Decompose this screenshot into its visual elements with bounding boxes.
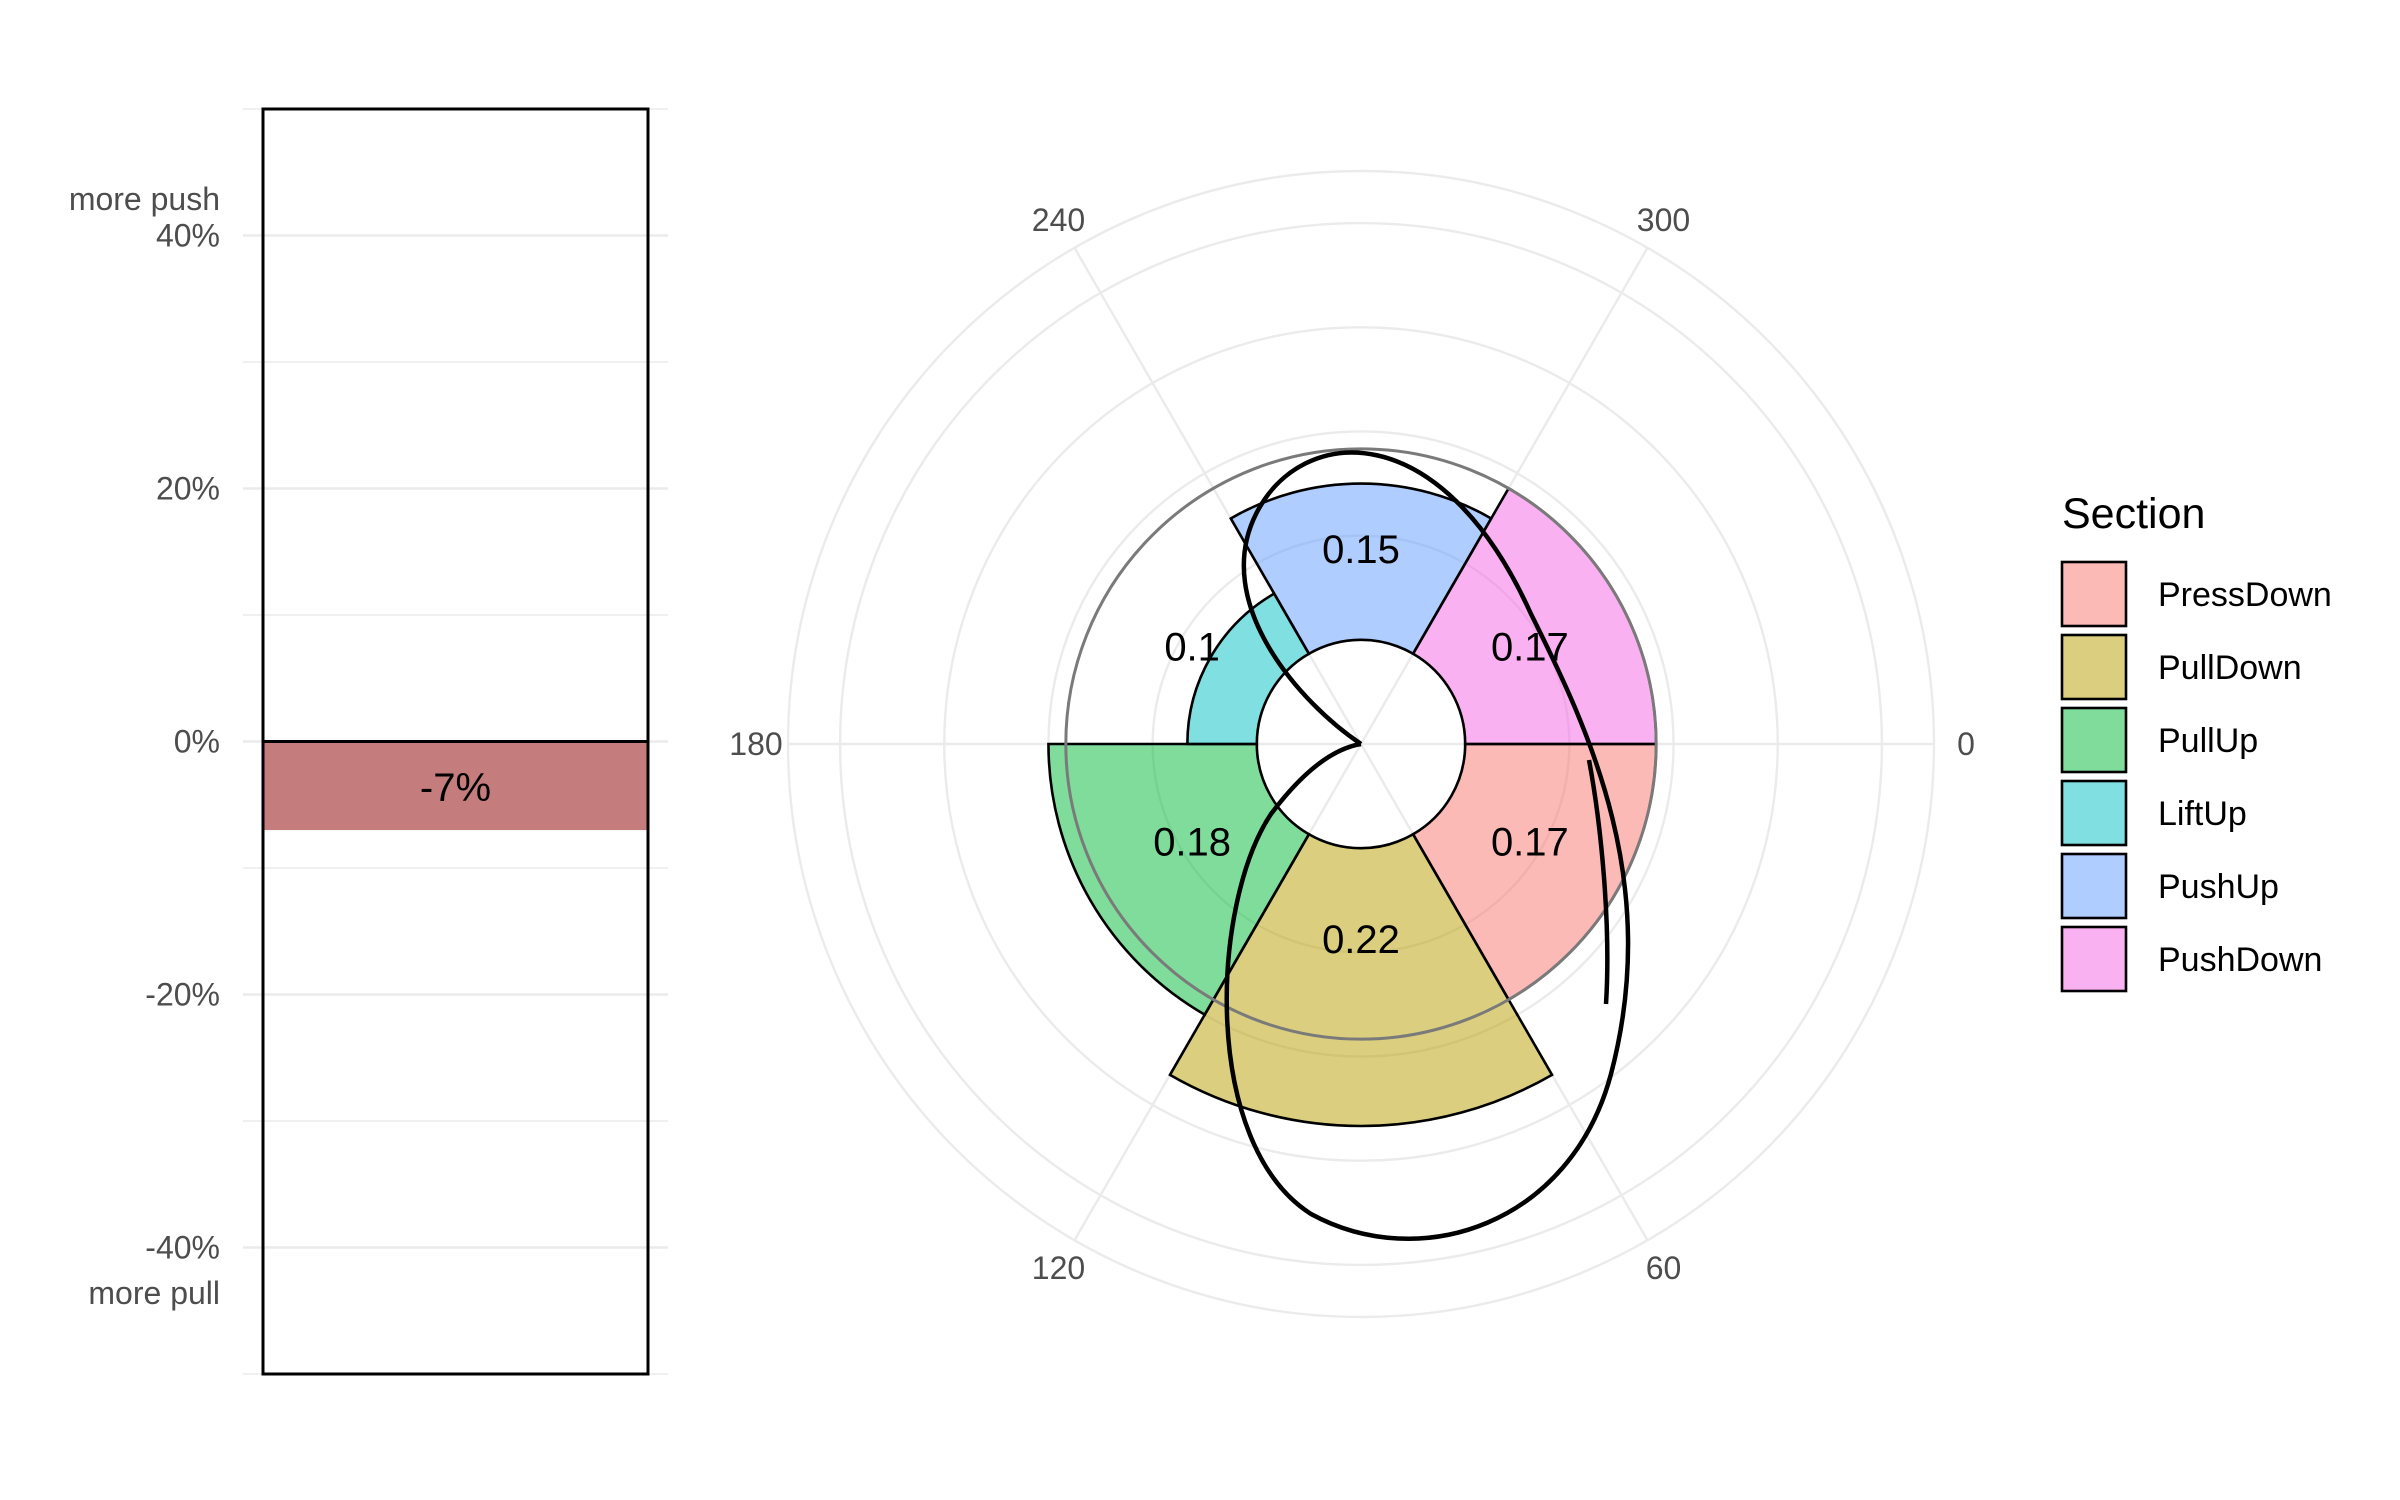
bar-y-tick-labels: 40% 20% 0% -20% -40% [145,218,220,1266]
polar-sector-pushup [1228,482,1494,656]
more-pull-label: more pull [88,1275,220,1311]
polar-angle-tick-label: 60 [1646,1250,1682,1286]
polar-value-label-liftup: 0.1 [1164,626,1220,670]
polar-reference-circle [1064,447,1658,1041]
legend-swatch [2060,925,2128,993]
legend-item-pushdown: PushDown [2060,925,2322,993]
bar-value-label: -7% [420,766,491,810]
polar-overlay-curves [1064,447,1658,1241]
polar-overlay-curve-tail [1586,759,1610,1005]
polar-overlay-curve [1224,450,1631,1241]
polar-data-labels: 0.17 0.22 0.18 0.1 0.15 0.17 [1153,528,1569,962]
balance-bar [263,741,648,831]
bar-y-tick-label: 0% [174,724,220,760]
polar-angle-tick-label: 0 [1957,726,1975,762]
polar-angle-tick-labels: 0 60 120 180 240 300 [729,202,1975,1286]
legend-label: PullDown [2158,649,2302,687]
polar-bar-panel: 0 60 120 180 240 300 0.17 0.22 0.18 0.1 0.15 0.17 [729,169,1975,1319]
legend-label: PushDown [2158,941,2322,979]
bar-y-tick-label: 20% [156,471,220,507]
legend-item-liftup: LiftUp [2060,779,2247,847]
legend-swatch [2060,560,2128,628]
polar-sectors [1047,482,1658,1128]
polar-angle-tick-label: 120 [1032,1250,1085,1286]
bar-y-tick-label: 40% [156,218,220,254]
polar-angle-tick-label: 300 [1637,202,1690,238]
legend-swatch [2060,633,2128,701]
legend-swatch [2060,852,2128,920]
polar-value-label-pushdown: 0.17 [1491,626,1569,670]
push-pull-bar-panel: -7% 40% 20% 0% -20% -40% more push more pull [69,107,668,1376]
legend-swatch [2060,779,2128,847]
legend-item-pushup: PushUp [2060,852,2279,920]
legend-items: PressDown PullDown PullUp LiftUp PushUp PushD… [2060,560,2332,993]
legend-item-pullup: PullUp [2060,706,2258,774]
polar-value-label-pressdown: 0.17 [1491,821,1569,865]
legend-label: PullUp [2158,722,2258,760]
polar-value-label-pushup: 0.15 [1322,528,1400,572]
legend-label: LiftUp [2158,795,2247,833]
legend-item-pulldown: PullDown [2060,633,2302,701]
legend-label: PushUp [2158,868,2279,906]
bar-y-tick-label: -40% [145,1230,220,1266]
legend-item-pressdown: PressDown [2060,560,2332,628]
legend-swatch [2060,706,2128,774]
bar-y-tick-label: -20% [145,977,220,1013]
polar-value-label-pulldown: 0.22 [1322,918,1400,962]
bar-panel-frame [261,107,650,1376]
polar-value-label-pullup: 0.18 [1153,821,1231,865]
bar-marks: -7% [263,740,648,831]
section-legend: Section PressDown PullDown PullUp LiftUp Pus… [2060,490,2332,993]
legend-label: PressDown [2158,576,2332,614]
more-push-label: more push [69,181,220,217]
legend-title: Section [2062,490,2205,538]
polar-angle-gridline [1073,247,1363,745]
polar-angle-tick-label: 240 [1032,202,1085,238]
polar-sector-pulldown [1168,832,1554,1128]
polar-angle-tick-label: 180 [729,726,782,762]
